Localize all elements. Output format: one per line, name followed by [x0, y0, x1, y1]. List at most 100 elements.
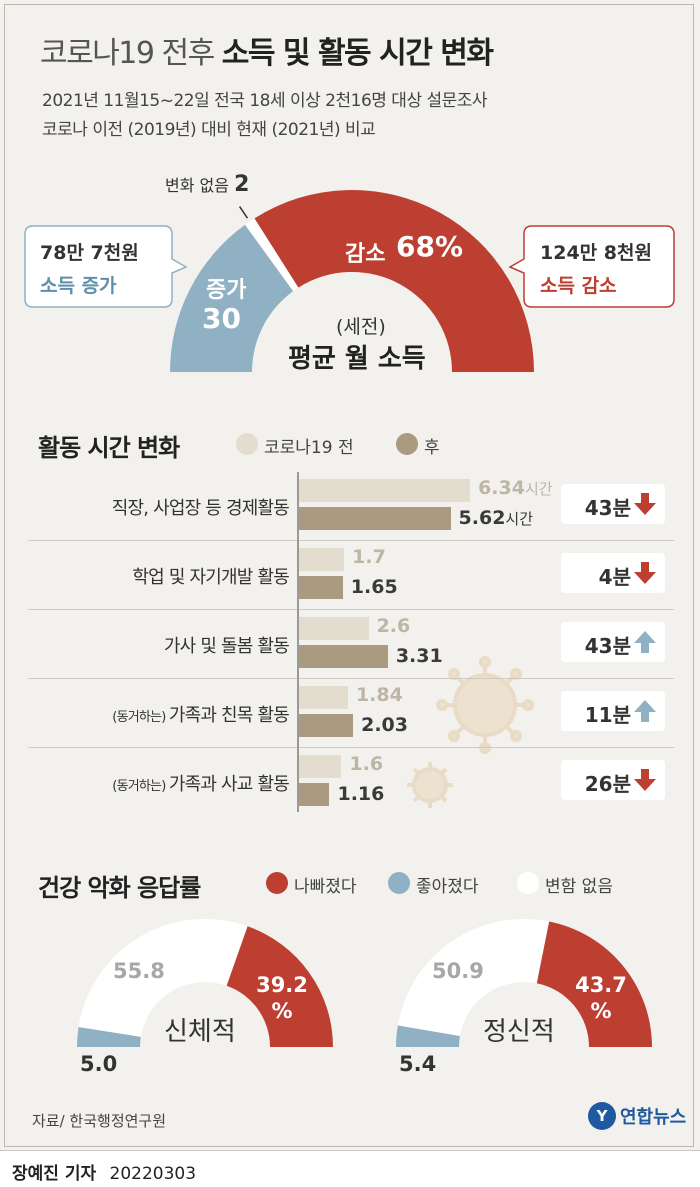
title-light: 코로나19 전후	[40, 36, 215, 71]
better-slice	[396, 1025, 460, 1047]
page-title: 코로나19 전후 소득 및 활동 시간 변화	[40, 28, 494, 72]
increase-value: 30	[202, 302, 241, 335]
worse-slice	[536, 921, 652, 1047]
bar-after	[298, 645, 388, 668]
change-amount: 4분	[598, 565, 631, 589]
source-text: 자료/ 한국행정연구원	[32, 1112, 167, 1130]
increase-callout-label: 소득 증가	[40, 275, 117, 297]
subtitle-line1: 2021년 11월15~22일 전국 18세 이상 2천16명 대상 설문조사	[42, 91, 488, 111]
worse-value-percent: %	[271, 999, 293, 1023]
arrow-down-icon	[634, 562, 656, 584]
arrow-up-icon	[634, 631, 656, 653]
reporter-name: 장예진 기자	[12, 1164, 97, 1184]
row-divider	[28, 609, 674, 610]
change-badge: 26분	[561, 760, 665, 800]
change-amount: 43분	[584, 634, 631, 658]
decrease-callout-label: 소득 감소	[540, 275, 617, 297]
frame-border	[4, 4, 694, 1147]
increase-label: 증가	[206, 278, 247, 303]
publish-date: 20220303	[109, 1164, 197, 1184]
bar-before-value: 6.34시간	[478, 477, 553, 499]
legend-worse-swatch	[266, 872, 288, 894]
change-amount: 26분	[584, 772, 631, 796]
worse-value-number: 39.2	[256, 973, 308, 997]
decrease-value: 68%	[396, 230, 464, 263]
same-slice	[78, 919, 248, 1037]
no-change-annotation: 변화 없음 2	[165, 172, 249, 197]
bar-after	[298, 507, 451, 530]
decrease-callout-bubble	[508, 225, 675, 308]
title-bold: 소득 및 활동 시간 변화	[221, 36, 494, 71]
legend-worse-label: 나빠졌다	[294, 877, 357, 897]
worse-value-percent: %	[590, 999, 612, 1023]
no-change-value: 2	[234, 172, 250, 197]
better-value: 5.4	[399, 1052, 437, 1076]
gauge-center-line2: 평균 월 소득	[288, 344, 426, 374]
bar-after-value: 2.03	[361, 714, 408, 736]
footer-bar: 장예진 기자 20220303	[0, 1150, 700, 1187]
bar-after-value: 1.65	[350, 576, 398, 598]
change-amount: 11분	[584, 703, 631, 727]
increase-callout-bubble	[24, 225, 188, 308]
change-badge: 11분	[561, 691, 665, 731]
bar-before	[298, 755, 342, 778]
legend-before-swatch	[236, 433, 258, 455]
no-change-label: 변화 없음	[165, 176, 229, 195]
activity-row-label: (동거하는) 가족과 친목 활동	[112, 701, 290, 727]
decrease-callout-amount: 124만 8천원	[540, 242, 652, 264]
arrow-down-icon	[634, 493, 656, 515]
bar-after-value: 5.62시간	[458, 507, 534, 529]
yonhap-logo: Y 연합뉴스	[588, 1102, 686, 1130]
same-value: 50.9	[432, 959, 484, 983]
same-slice	[397, 919, 550, 1037]
activity-row-label-main: 직장, 사업장 등 경제활동	[111, 498, 290, 519]
income-increase-slice	[170, 224, 294, 372]
arrow-down-icon	[634, 769, 656, 791]
increase-callout: 78만 7천원 소득 증가	[40, 238, 139, 298]
activity-row: 가사 및 돌봄 활동 2.6 3.31 43분	[28, 610, 674, 678]
arrow-up-icon	[634, 700, 656, 722]
activity-row-label-main: 가족과 사교 활동	[168, 774, 290, 795]
activity-section-title: 활동 시간 변화	[38, 434, 180, 462]
row-divider	[28, 678, 674, 679]
bar-after	[298, 576, 343, 599]
bar-after	[298, 783, 330, 806]
subtitle-line2: 코로나 이전 (2019년) 대비 현재 (2021년) 비교	[42, 120, 376, 140]
bar-before	[298, 617, 369, 640]
decrease-callout: 124만 8천원 소득 감소	[540, 238, 652, 298]
activity-row-label-main: 가사 및 돌봄 활동	[163, 636, 290, 657]
income-gauge-chart	[170, 189, 534, 372]
bar-after-value: 1.16	[337, 783, 385, 805]
legend-before-label: 코로나19 전	[264, 438, 354, 458]
activity-row: (동거하는) 가족과 사교 활동 1.6 1.16 26분	[28, 748, 674, 816]
activity-row-label-main: 학업 및 자기개발 활동	[132, 567, 289, 588]
legend-same-label: 변함 없음	[545, 877, 613, 897]
activity-row-label-main: 가족과 친목 활동	[168, 705, 290, 726]
activity-row: 직장, 사업장 등 경제활동 6.34시간 5.62시간 43분	[28, 472, 674, 540]
better-slice	[77, 1026, 141, 1047]
bar-before-value: 1.6	[349, 753, 384, 775]
gauge-name: 정신적	[483, 1017, 555, 1047]
bar-before-value: 2.6	[376, 615, 411, 637]
activity-row: 학업 및 자기개발 활동 1.7 1.65 4분	[28, 541, 674, 609]
legend-better-swatch	[388, 872, 410, 894]
legend-same-swatch	[517, 872, 539, 894]
activity-row-label: 가사 및 돌봄 활동	[163, 632, 290, 658]
activity-row-label: 직장, 사업장 등 경제활동	[111, 494, 290, 520]
decrease-label: 감소	[345, 242, 386, 267]
activity-row-label-prefix: (동거하는)	[112, 710, 169, 725]
worse-value: 43.7%	[566, 972, 636, 1024]
change-badge: 4분	[561, 553, 665, 593]
health-gauges-chart	[77, 919, 652, 1047]
bar-before	[298, 479, 471, 502]
logo-mark-icon: Y	[588, 1102, 616, 1130]
row-divider	[28, 747, 674, 748]
income-no-change-slice	[245, 218, 299, 292]
legend-after-label: 후	[424, 438, 440, 458]
change-badge: 43분	[561, 484, 665, 524]
legend-better-label: 좋아졌다	[416, 877, 479, 897]
same-value: 55.8	[113, 959, 165, 983]
unit-label: 시간	[524, 480, 553, 498]
worse-slice	[226, 926, 333, 1047]
gauge-name: 신체적	[164, 1017, 236, 1047]
